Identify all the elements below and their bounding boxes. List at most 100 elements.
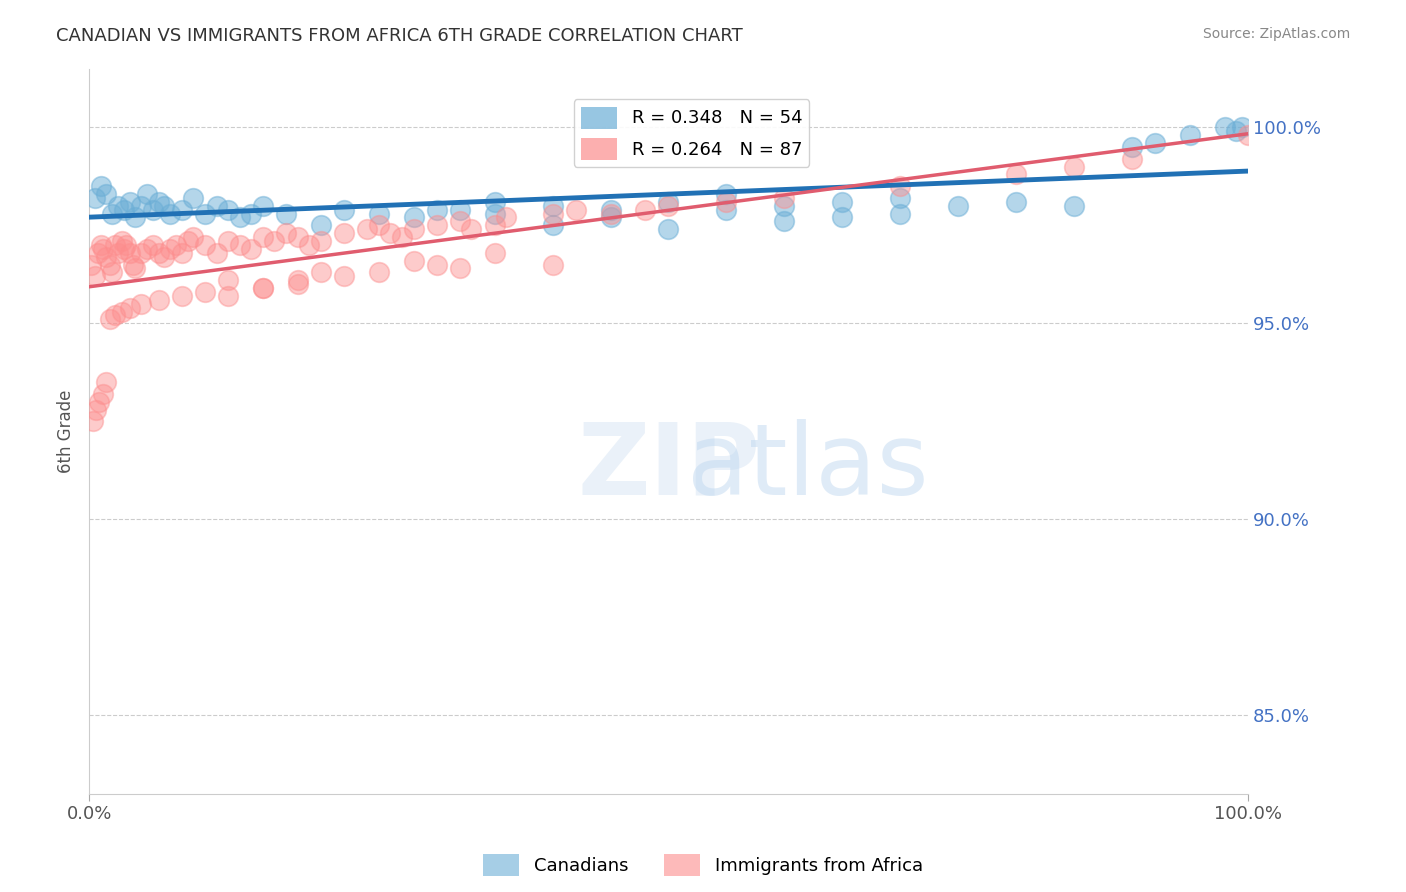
Canadians bbox=[484, 206, 506, 220]
Immigrants from Africa bbox=[96, 250, 118, 264]
Canadians bbox=[240, 206, 263, 220]
Immigrants from Africa bbox=[391, 230, 413, 244]
Text: atlas: atlas bbox=[686, 419, 928, 516]
Immigrants from Africa bbox=[148, 293, 170, 307]
Immigrants from Africa bbox=[217, 289, 239, 303]
Canadians bbox=[1121, 140, 1143, 154]
Canadians bbox=[831, 211, 853, 225]
Immigrants from Africa bbox=[541, 258, 564, 272]
Immigrants from Africa bbox=[1237, 128, 1260, 143]
Canadians bbox=[773, 214, 796, 228]
Immigrants from Africa bbox=[1121, 152, 1143, 166]
Y-axis label: 6th Grade: 6th Grade bbox=[58, 390, 75, 473]
Canadians bbox=[96, 186, 118, 201]
Immigrants from Africa bbox=[176, 234, 198, 248]
Canadians bbox=[217, 202, 239, 217]
Immigrants from Africa bbox=[495, 211, 517, 225]
Immigrants from Africa bbox=[1005, 167, 1028, 181]
Immigrants from Africa bbox=[90, 238, 112, 252]
Canadians bbox=[90, 179, 112, 194]
Immigrants from Africa bbox=[889, 179, 911, 194]
Text: ZIP: ZIP bbox=[576, 419, 759, 516]
Immigrants from Africa bbox=[449, 261, 471, 276]
Canadians bbox=[252, 199, 274, 213]
Immigrants from Africa bbox=[217, 234, 239, 248]
Immigrants from Africa bbox=[110, 234, 132, 248]
Canadians bbox=[1144, 136, 1167, 150]
Immigrants from Africa bbox=[159, 242, 181, 256]
Immigrants from Africa bbox=[84, 402, 107, 417]
Canadians bbox=[183, 191, 205, 205]
Canadians bbox=[1063, 199, 1085, 213]
Immigrants from Africa bbox=[153, 250, 176, 264]
Canadians bbox=[426, 202, 449, 217]
Canadians bbox=[599, 211, 621, 225]
Canadians bbox=[194, 206, 217, 220]
Immigrants from Africa bbox=[263, 234, 285, 248]
Immigrants from Africa bbox=[333, 226, 356, 240]
Immigrants from Africa bbox=[118, 301, 141, 315]
Immigrants from Africa bbox=[309, 265, 332, 279]
Immigrants from Africa bbox=[80, 258, 103, 272]
Immigrants from Africa bbox=[122, 258, 145, 272]
Immigrants from Africa bbox=[170, 289, 193, 303]
Immigrants from Africa bbox=[773, 191, 796, 205]
Canadians bbox=[889, 191, 911, 205]
Canadians bbox=[1213, 120, 1236, 135]
Legend: R = 0.348   N = 54, R = 0.264   N = 87: R = 0.348 N = 54, R = 0.264 N = 87 bbox=[574, 99, 810, 167]
Canadians bbox=[367, 206, 389, 220]
Canadians bbox=[1005, 194, 1028, 209]
Immigrants from Africa bbox=[205, 245, 228, 260]
Canadians bbox=[274, 206, 297, 220]
Immigrants from Africa bbox=[103, 238, 125, 252]
Immigrants from Africa bbox=[98, 258, 121, 272]
Immigrants from Africa bbox=[240, 242, 263, 256]
Canadians bbox=[831, 194, 853, 209]
Canadians bbox=[773, 199, 796, 213]
Immigrants from Africa bbox=[101, 265, 124, 279]
Immigrants from Africa bbox=[657, 199, 679, 213]
Canadians bbox=[541, 219, 564, 233]
Canadians bbox=[142, 202, 165, 217]
Immigrants from Africa bbox=[217, 273, 239, 287]
Canadians bbox=[889, 206, 911, 220]
Immigrants from Africa bbox=[165, 238, 187, 252]
Canadians bbox=[599, 202, 621, 217]
Canadians bbox=[333, 202, 356, 217]
Immigrants from Africa bbox=[298, 238, 321, 252]
Immigrants from Africa bbox=[183, 230, 205, 244]
Immigrants from Africa bbox=[716, 194, 738, 209]
Canadians bbox=[129, 199, 152, 213]
Canadians bbox=[657, 222, 679, 236]
Canadians bbox=[402, 211, 425, 225]
Canadians bbox=[107, 199, 129, 213]
Immigrants from Africa bbox=[112, 242, 135, 256]
Immigrants from Africa bbox=[564, 202, 586, 217]
Immigrants from Africa bbox=[170, 245, 193, 260]
Canadians bbox=[1230, 120, 1253, 135]
Immigrants from Africa bbox=[83, 269, 105, 284]
Immigrants from Africa bbox=[89, 394, 111, 409]
Immigrants from Africa bbox=[356, 222, 378, 236]
Immigrants from Africa bbox=[380, 226, 402, 240]
Immigrants from Africa bbox=[1063, 160, 1085, 174]
Canadians bbox=[148, 194, 170, 209]
Immigrants from Africa bbox=[309, 234, 332, 248]
Immigrants from Africa bbox=[87, 245, 110, 260]
Immigrants from Africa bbox=[367, 265, 389, 279]
Immigrants from Africa bbox=[287, 277, 309, 292]
Immigrants from Africa bbox=[426, 258, 449, 272]
Immigrants from Africa bbox=[91, 387, 114, 401]
Immigrants from Africa bbox=[129, 296, 152, 310]
Immigrants from Africa bbox=[634, 202, 657, 217]
Immigrants from Africa bbox=[228, 238, 250, 252]
Immigrants from Africa bbox=[91, 242, 114, 256]
Canadians bbox=[83, 191, 105, 205]
Text: Source: ZipAtlas.com: Source: ZipAtlas.com bbox=[1202, 27, 1350, 41]
Canadians bbox=[228, 211, 250, 225]
Immigrants from Africa bbox=[449, 214, 471, 228]
Canadians bbox=[205, 199, 228, 213]
Immigrants from Africa bbox=[426, 219, 449, 233]
Canadians bbox=[124, 211, 146, 225]
Canadians bbox=[484, 194, 506, 209]
